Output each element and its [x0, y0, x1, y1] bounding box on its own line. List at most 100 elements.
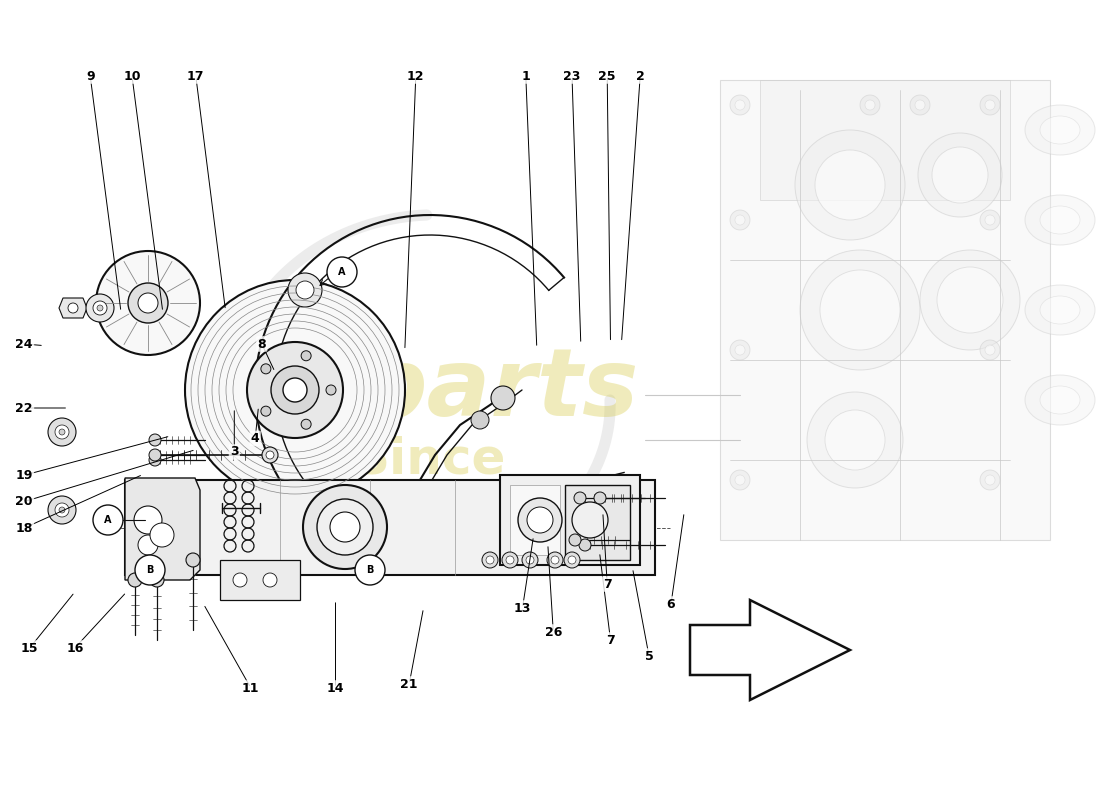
Circle shape	[730, 210, 750, 230]
Text: 6: 6	[667, 598, 675, 610]
Circle shape	[150, 573, 164, 587]
Circle shape	[825, 410, 886, 470]
Circle shape	[68, 303, 78, 313]
Circle shape	[138, 535, 158, 555]
Text: 19: 19	[15, 469, 33, 482]
Circle shape	[918, 133, 1002, 217]
Text: 12: 12	[407, 70, 425, 82]
Bar	[500, 475, 640, 565]
Circle shape	[980, 340, 1000, 360]
Text: a passion for parts: a passion for parts	[360, 518, 581, 542]
Circle shape	[128, 573, 142, 587]
Circle shape	[980, 210, 1000, 230]
Circle shape	[248, 342, 343, 438]
Text: 15: 15	[21, 642, 38, 654]
Circle shape	[984, 100, 996, 110]
Circle shape	[134, 506, 162, 534]
Text: 21: 21	[400, 678, 418, 690]
Circle shape	[330, 512, 360, 542]
Circle shape	[735, 475, 745, 485]
Text: parts: parts	[361, 344, 640, 436]
Circle shape	[97, 305, 103, 311]
Text: 5: 5	[645, 650, 653, 662]
Circle shape	[980, 470, 1000, 490]
Text: 17: 17	[187, 70, 205, 82]
Text: 18: 18	[15, 522, 33, 534]
Text: Since: Since	[354, 436, 506, 484]
Circle shape	[326, 385, 336, 395]
Circle shape	[910, 95, 930, 115]
Text: 20: 20	[15, 495, 33, 508]
Circle shape	[800, 250, 920, 370]
Circle shape	[148, 434, 161, 446]
Circle shape	[564, 552, 580, 568]
Bar	[510, 485, 560, 555]
Circle shape	[471, 411, 490, 429]
Circle shape	[984, 345, 996, 355]
Circle shape	[301, 419, 311, 430]
Ellipse shape	[1025, 195, 1094, 245]
Text: 3: 3	[230, 446, 239, 458]
Circle shape	[233, 573, 248, 587]
Circle shape	[735, 215, 745, 225]
Bar	[720, 80, 1050, 540]
Text: 8: 8	[257, 338, 266, 350]
Circle shape	[283, 378, 307, 402]
Circle shape	[795, 130, 905, 240]
Circle shape	[355, 555, 385, 585]
Circle shape	[574, 492, 586, 504]
Circle shape	[807, 392, 903, 488]
Text: 22: 22	[15, 402, 33, 414]
Circle shape	[572, 502, 608, 538]
Circle shape	[94, 301, 107, 315]
Circle shape	[502, 552, 518, 568]
Text: 7: 7	[606, 634, 615, 646]
Polygon shape	[59, 298, 87, 318]
Circle shape	[128, 283, 168, 323]
Circle shape	[262, 447, 278, 463]
Circle shape	[94, 505, 123, 535]
Circle shape	[288, 273, 322, 307]
Ellipse shape	[1040, 116, 1080, 144]
Text: 4: 4	[251, 432, 260, 445]
Circle shape	[984, 475, 996, 485]
Text: 9: 9	[86, 70, 95, 82]
Text: A: A	[104, 515, 112, 525]
Circle shape	[932, 147, 988, 203]
Circle shape	[735, 100, 745, 110]
Bar	[565, 485, 630, 560]
Circle shape	[59, 507, 65, 513]
Circle shape	[261, 364, 271, 374]
Circle shape	[920, 250, 1020, 350]
Text: 25: 25	[598, 70, 616, 82]
Circle shape	[860, 95, 880, 115]
Circle shape	[547, 552, 563, 568]
Circle shape	[55, 425, 69, 439]
Circle shape	[138, 293, 158, 313]
Text: 2: 2	[636, 70, 645, 82]
Circle shape	[865, 100, 874, 110]
Polygon shape	[125, 478, 200, 580]
Circle shape	[48, 496, 76, 524]
Bar	[220, 560, 300, 600]
Circle shape	[185, 280, 405, 500]
Circle shape	[569, 534, 581, 546]
Circle shape	[86, 294, 114, 322]
Circle shape	[551, 556, 559, 564]
Circle shape	[522, 552, 538, 568]
Circle shape	[263, 573, 277, 587]
Circle shape	[527, 507, 553, 533]
Circle shape	[980, 95, 1000, 115]
Circle shape	[296, 281, 314, 299]
Circle shape	[135, 555, 165, 585]
Text: 1: 1	[521, 70, 530, 82]
Text: 11: 11	[242, 682, 260, 694]
Circle shape	[266, 451, 274, 459]
Circle shape	[937, 267, 1003, 333]
Circle shape	[579, 539, 591, 551]
Ellipse shape	[1025, 285, 1094, 335]
Ellipse shape	[1040, 296, 1080, 324]
Ellipse shape	[1040, 386, 1080, 414]
Circle shape	[506, 556, 514, 564]
Circle shape	[148, 454, 161, 466]
